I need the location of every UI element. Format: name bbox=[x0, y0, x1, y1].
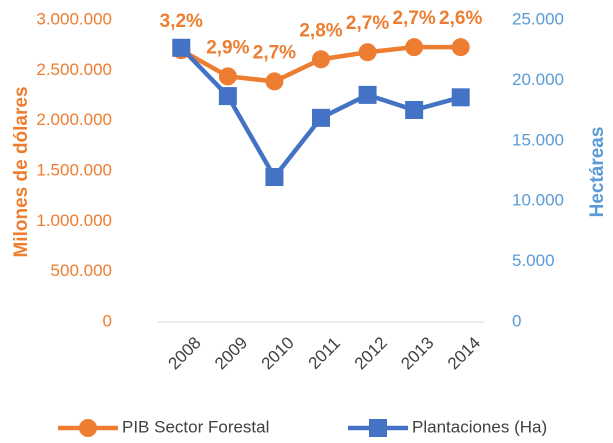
marker bbox=[265, 72, 284, 91]
x-tick-label: 2010 bbox=[258, 333, 298, 373]
x-tick-label: 2009 bbox=[211, 333, 251, 373]
marker bbox=[312, 50, 330, 69]
marker bbox=[358, 85, 377, 104]
data-label: 2,7% bbox=[346, 13, 389, 34]
x-tick-label: 2014 bbox=[444, 333, 484, 373]
marker bbox=[312, 108, 330, 127]
marker bbox=[265, 168, 284, 187]
marker bbox=[405, 100, 424, 119]
y2-tick-label: 5.000 bbox=[512, 251, 555, 270]
y2-axis-title: Hectáreas bbox=[587, 127, 608, 218]
x-tick-label: 2013 bbox=[397, 333, 437, 373]
data-label: 2,6% bbox=[439, 8, 482, 29]
legend-marker bbox=[369, 419, 387, 437]
y-tick-label: 2.000.000 bbox=[36, 110, 112, 129]
legend-label: PIB Sector Forestal bbox=[122, 417, 269, 436]
x-tick-label: 2012 bbox=[351, 333, 391, 373]
x-tick-label: 2008 bbox=[164, 333, 204, 373]
marker bbox=[405, 38, 424, 57]
y2-tick-label: 20.000 bbox=[512, 70, 564, 89]
y-tick-label: 1.500.000 bbox=[36, 160, 112, 179]
data-label: 3,2% bbox=[160, 11, 203, 32]
marker bbox=[451, 88, 470, 107]
legend-label: Plantaciones (Ha) bbox=[412, 417, 547, 436]
marker bbox=[358, 43, 377, 62]
y-tick-label: 3.000.000 bbox=[36, 9, 112, 28]
y2-tick-label: 25.000 bbox=[512, 9, 564, 28]
y2-tick-label: 15.000 bbox=[512, 130, 564, 149]
marker bbox=[218, 67, 237, 86]
y-tick-label: 0 bbox=[103, 311, 112, 330]
y2-tick-label: 10.000 bbox=[512, 191, 564, 210]
y-tick-label: 500.000 bbox=[51, 261, 112, 280]
x-tick-label: 2011 bbox=[305, 334, 344, 373]
data-label: 2,7% bbox=[253, 42, 296, 63]
data-label: 2,7% bbox=[392, 8, 435, 29]
marker bbox=[451, 38, 470, 57]
data-label: 2,8% bbox=[299, 20, 342, 41]
y-tick-label: 2.500.000 bbox=[36, 60, 112, 79]
y-axis-title: Milones de dólares bbox=[11, 86, 32, 257]
y2-tick-label: 0 bbox=[512, 311, 521, 330]
data-label: 2,9% bbox=[206, 37, 249, 58]
marker bbox=[218, 87, 237, 106]
y-tick-label: 1.000.000 bbox=[36, 211, 112, 230]
legend-marker bbox=[79, 419, 97, 437]
marker bbox=[172, 38, 191, 57]
